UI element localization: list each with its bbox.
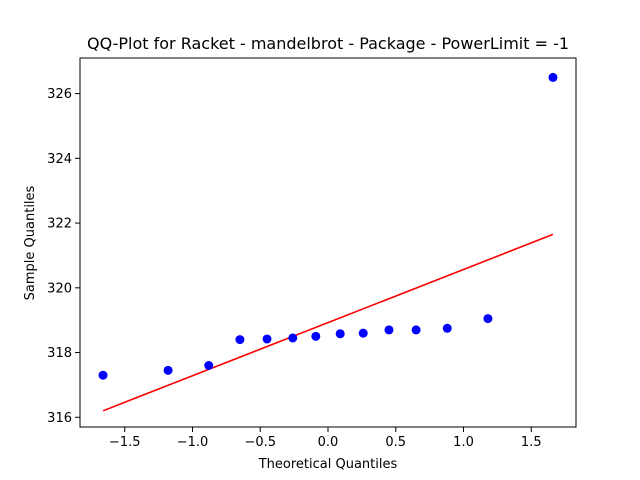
x-tick-label: −1.0	[177, 435, 209, 450]
y-tick-label: 326	[47, 87, 72, 102]
y-axis-title: Sample Quantiles	[23, 185, 38, 300]
chart-title: QQ-Plot for Racket - mandelbrot - Packag…	[87, 34, 569, 53]
data-point	[335, 329, 345, 339]
plot-area	[98, 72, 558, 412]
data-point	[483, 314, 493, 324]
data-point	[442, 323, 452, 333]
x-tick-label: −1.5	[109, 435, 141, 450]
y-tick-label: 320	[47, 281, 72, 296]
data-point	[288, 333, 298, 343]
data-point	[411, 325, 421, 335]
y-tick-label: 322	[47, 217, 72, 232]
data-point	[311, 331, 321, 341]
x-tick-label: −0.5	[244, 435, 276, 450]
y-tick-label: 316	[47, 411, 72, 426]
data-point	[384, 325, 394, 335]
fit-line	[102, 233, 554, 412]
data-point	[262, 334, 272, 344]
x-tick-label: 0.0	[318, 435, 339, 450]
data-point	[98, 370, 108, 380]
x-tick-label: 1.0	[453, 435, 474, 450]
data-point	[204, 361, 214, 370]
data-point	[358, 328, 368, 338]
x-tick-label: 0.5	[385, 435, 406, 450]
data-point	[235, 335, 245, 345]
x-tick-label: 1.5	[521, 435, 542, 450]
y-tick-label: 318	[47, 346, 72, 361]
data-point	[548, 72, 558, 82]
x-axis-title: Theoretical Quantiles	[258, 457, 398, 472]
y-tick-label: 324	[47, 152, 72, 167]
data-point	[163, 365, 173, 375]
axes: −1.5 −1.0 −0.5 0.0 0.5 1.0 1.5 316 318 320 322 324 3…	[47, 57, 577, 450]
